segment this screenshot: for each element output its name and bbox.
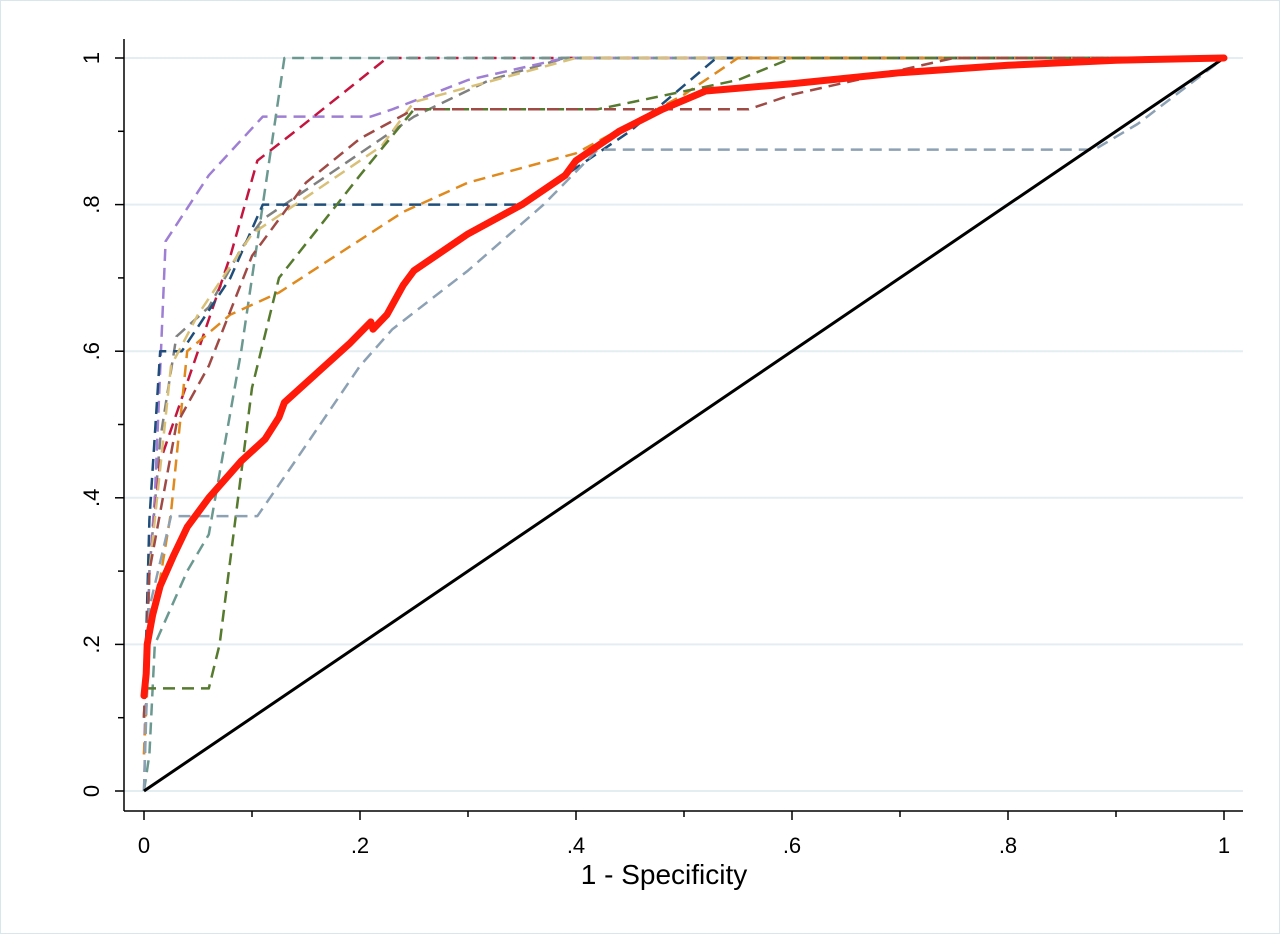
x-tick-label-2: .4 [567, 833, 585, 858]
study-curve-6 [142, 56, 1224, 755]
x-tick-label-0: 0 [138, 833, 150, 858]
study-curve-2 [142, 56, 1224, 718]
x-axis-ticks: 0 .2 .4 .6 .8 1 [138, 811, 1230, 858]
study-curve-1 [142, 56, 1224, 755]
x-tick-label-4: .8 [999, 833, 1017, 858]
reference-diagonal-line [143, 56, 1225, 793]
y-tick-label-2: .4 [79, 489, 104, 507]
study-curves [142, 56, 1225, 792]
study-curve-4 [142, 56, 1224, 718]
study-curve-5 [142, 56, 1224, 718]
y-tick-label-5: 1 [79, 52, 104, 64]
study-curve-9 [142, 57, 1225, 792]
study-curve-3 [142, 56, 1224, 792]
summary-roc-curve [140, 54, 1228, 700]
y-tick-label-3: .6 [79, 342, 104, 360]
x-axis-title: 1 - Specificity [581, 859, 748, 890]
study-curve-8 [142, 56, 1224, 718]
summary-curve-group [140, 54, 1228, 700]
y-tick-label-4: .8 [79, 195, 104, 213]
study-curve-7 [144, 56, 1224, 690]
y-tick-label-0: 0 [79, 785, 104, 797]
x-tick-label-1: .2 [351, 833, 369, 858]
y-tick-label-1: .2 [79, 635, 104, 653]
x-tick-label-3: .6 [783, 833, 801, 858]
y-axis-ticks: 0 .2 .4 .6 .8 1 [79, 52, 124, 797]
x-tick-label-5: 1 [1218, 833, 1230, 858]
reference-line-group [143, 56, 1225, 793]
study-curve-0 [142, 56, 1224, 792]
